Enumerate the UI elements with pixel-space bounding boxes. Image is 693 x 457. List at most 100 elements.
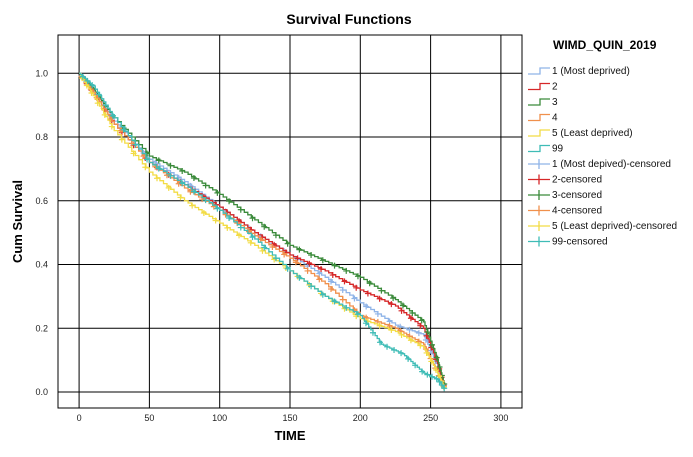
censor-mark <box>319 257 326 264</box>
legend-censor-label: 99-censored <box>552 237 608 248</box>
y-tick-label: 0.4 <box>35 260 48 270</box>
censor-mark <box>95 91 102 98</box>
censor-mark <box>422 336 429 343</box>
censor-mark <box>441 385 448 392</box>
censor-mark <box>308 283 315 290</box>
censor-mark <box>353 284 360 291</box>
censor-mark <box>412 362 419 369</box>
legend-line-swatch <box>528 98 550 106</box>
legend-title: WIMD_QUIN_2019 <box>553 38 657 52</box>
censor-mark <box>281 251 288 258</box>
censor-mark <box>398 307 405 314</box>
legend-censor-label: 3-censored <box>552 190 602 201</box>
x-tick-label: 250 <box>423 413 438 423</box>
series-line-3 <box>79 72 446 389</box>
censor-mark <box>237 224 244 231</box>
tick-layer: 0 50 100 150 200 250 300 0.0 0.2 0.4 0.6 0.8 1.0 <box>35 68 508 423</box>
y-axis-title: Cum Survival <box>10 180 25 263</box>
censor-mark <box>399 302 406 309</box>
y-tick-label: 0.2 <box>35 323 48 333</box>
censor-mark <box>436 378 443 385</box>
censor-mark <box>226 198 233 205</box>
legend-item-label: 1 (Most deprived) <box>552 66 630 77</box>
censor-mark <box>165 184 172 191</box>
censor-mark <box>319 291 326 298</box>
censor-mark <box>351 295 358 302</box>
censor-mark <box>339 287 346 294</box>
censor-mark <box>247 239 254 246</box>
censor-mark <box>369 329 376 336</box>
legend-censor-swatch <box>528 159 550 169</box>
censor-mark <box>376 339 383 346</box>
censor-mark <box>343 304 350 311</box>
censor-mark <box>366 280 373 287</box>
series-line-2 <box>79 72 446 386</box>
legend-censor-swatch <box>528 174 550 185</box>
censor-mark <box>417 342 424 349</box>
censor-mark <box>88 89 95 96</box>
censor-mark <box>83 82 90 89</box>
legend-censor-swatch <box>528 190 550 200</box>
censor-mark <box>433 354 440 361</box>
censor-mark <box>155 157 162 164</box>
censor-mark <box>427 347 434 354</box>
censor-mark <box>190 175 197 182</box>
censor-mark <box>376 295 383 302</box>
censor-mark <box>316 270 323 277</box>
censor-mark <box>190 188 197 195</box>
legend-line-swatch <box>528 144 550 153</box>
legend-item-label: 5 (Least deprived) <box>552 128 633 139</box>
censor-mark <box>237 206 244 213</box>
censor-mark <box>249 215 256 222</box>
x-tick-label: 300 <box>493 413 508 423</box>
censor-mark <box>102 102 109 109</box>
censor-mark <box>378 287 385 294</box>
censor-mark <box>304 267 311 274</box>
legend-censor-label: 2-censored <box>552 175 602 186</box>
censor-mark <box>130 150 137 157</box>
censor-mark <box>79 73 86 80</box>
censor-mark <box>391 346 398 353</box>
x-tick-label: 200 <box>353 413 368 423</box>
censor-mark <box>417 322 424 329</box>
censor-mark <box>167 162 174 169</box>
censor-mark <box>226 214 233 221</box>
censor-mark <box>374 310 381 317</box>
censor-mark <box>407 315 414 322</box>
censor-mark <box>292 259 299 266</box>
censor-mark <box>354 311 361 318</box>
legend-censor-swatch <box>528 236 550 247</box>
censor-mark <box>202 197 209 204</box>
censor-mark <box>212 217 219 224</box>
legend: WIMD_QUIN_2019 1 (Most deprived) 2 3 4 5 (Le… <box>528 38 677 248</box>
censor-mark <box>118 136 125 143</box>
censor-mark <box>409 309 416 316</box>
censor-mark <box>424 329 431 336</box>
legend-line-swatch <box>528 82 550 91</box>
legend-item-label: 4 <box>552 113 558 124</box>
censor-mark <box>329 272 336 279</box>
censor-mark <box>89 82 96 89</box>
censor-mark <box>436 363 443 370</box>
censor-mark <box>363 303 370 310</box>
censor-mark <box>405 355 412 362</box>
chart-title: Survival Functions <box>286 11 411 27</box>
censor-mark <box>328 278 335 285</box>
x-tick-label: 0 <box>77 413 82 423</box>
censor-mark <box>328 285 335 292</box>
censor-mark <box>343 267 350 274</box>
legend-item-label: 3 <box>552 97 558 108</box>
censor-mark <box>376 322 383 329</box>
censor-mark <box>109 112 116 119</box>
x-tick-label: 50 <box>144 413 154 423</box>
censor-mark <box>438 382 445 389</box>
censor-mark <box>364 290 371 297</box>
censor-mark <box>108 123 115 130</box>
censor-mark <box>341 278 348 285</box>
legend-item-label: 2 <box>552 82 558 93</box>
censor-mark <box>84 77 91 84</box>
censor-mark <box>120 126 127 133</box>
legend-line-swatch <box>528 113 550 122</box>
censor-mark <box>272 255 279 262</box>
